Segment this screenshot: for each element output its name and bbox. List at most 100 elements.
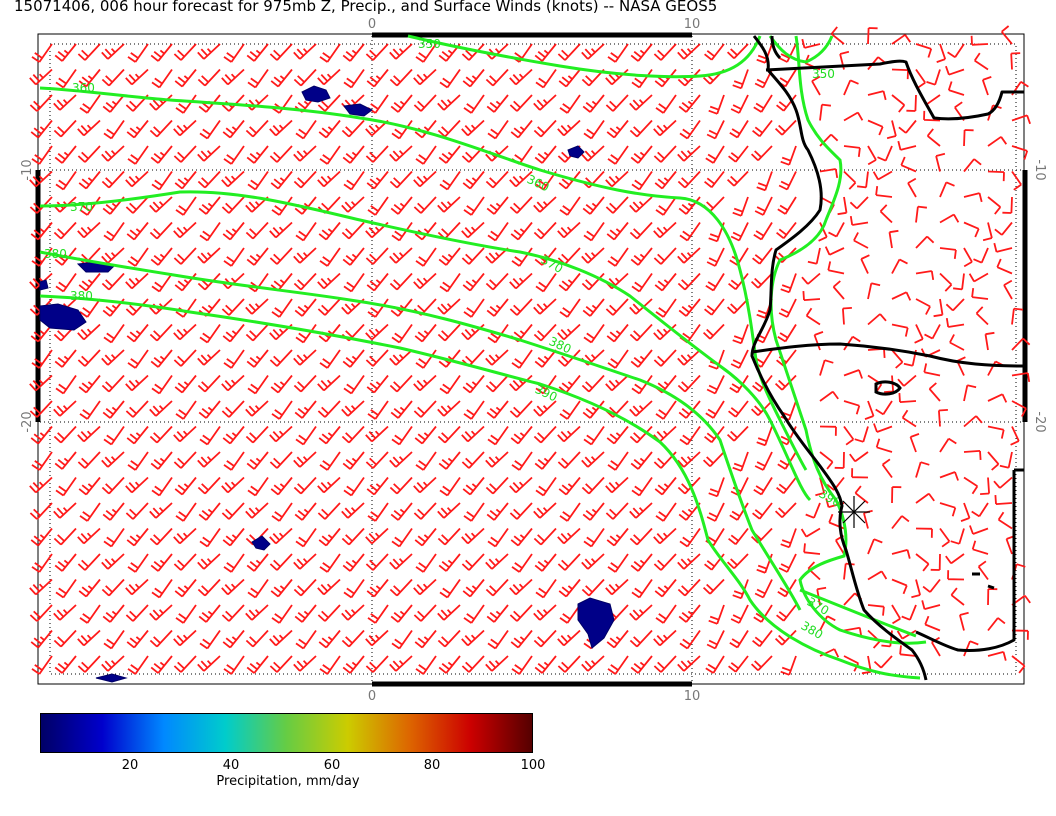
wind-barb — [151, 272, 173, 293]
wind-barb — [77, 43, 101, 61]
wind-barb — [223, 43, 245, 63]
wind-barb — [653, 527, 677, 545]
wind-barb — [774, 119, 797, 136]
wind-barb — [939, 437, 957, 453]
wind-barb — [939, 471, 959, 481]
wind-barb — [924, 615, 941, 632]
wind-barb — [607, 553, 629, 573]
wind-barb — [173, 349, 197, 367]
wind-barb — [535, 578, 557, 599]
wind-barb — [973, 52, 989, 71]
wind-barb — [581, 451, 605, 468]
wind-barb — [854, 426, 869, 443]
wind-barb — [101, 170, 125, 189]
wind-barb — [245, 221, 269, 240]
wind-barb — [317, 170, 341, 188]
wind-barb — [437, 94, 461, 111]
wind-barb — [246, 451, 269, 470]
wind-barb — [811, 75, 821, 96]
wind-barb — [101, 451, 125, 468]
wind-barb — [558, 272, 581, 292]
wind-barb — [677, 578, 701, 597]
wind-barb — [78, 68, 101, 88]
wind-barb — [921, 600, 941, 610]
wind-barb — [126, 119, 149, 139]
wind-barb — [463, 400, 485, 420]
wind-barb — [221, 604, 245, 622]
wind-barb — [533, 323, 557, 342]
wind-barb — [922, 578, 941, 593]
wind-barb — [888, 229, 899, 249]
wind-barb — [977, 560, 989, 581]
wind-barb — [295, 425, 317, 446]
wind-barb — [509, 400, 533, 418]
wind-barb — [293, 655, 317, 672]
wind-barb — [247, 476, 269, 497]
wind-barb — [558, 578, 581, 598]
wind-barb — [677, 476, 701, 495]
wind-barb — [391, 323, 413, 344]
wind-barb — [630, 349, 653, 368]
wind-barb — [439, 68, 461, 89]
wind-barb — [77, 145, 101, 163]
wind-barb — [827, 261, 845, 275]
wind-barb — [439, 476, 461, 497]
wind-barb — [583, 425, 605, 446]
wind-barb — [463, 298, 485, 318]
wind-barb — [706, 630, 725, 650]
wind-barb — [879, 204, 893, 224]
wind-barb — [391, 527, 413, 548]
wind-barb — [533, 221, 557, 240]
wind-barb — [390, 400, 413, 419]
wind-barb — [509, 298, 533, 316]
wind-barb — [704, 170, 725, 189]
wind-barb — [968, 272, 989, 283]
wind-barb — [293, 145, 317, 162]
wind-barb — [101, 553, 125, 570]
wind-barb — [726, 425, 749, 442]
contour-label: 360 — [72, 81, 95, 95]
forecast-map[interactable]: 0 10 0 10 -10 -20 -10 -20 350 360 360 37… — [0, 0, 1056, 700]
wind-barb — [293, 68, 317, 87]
wind-barb — [963, 129, 974, 147]
wind-barb — [270, 272, 293, 292]
wind-barb — [53, 527, 77, 546]
wind-barb — [54, 655, 77, 674]
wind-barb — [221, 400, 245, 418]
wind-barb — [704, 553, 725, 571]
wind-barb — [295, 323, 317, 344]
wind-barb — [981, 76, 992, 96]
wind-barb — [173, 247, 197, 265]
wind-barb — [221, 68, 245, 86]
wind-barb — [150, 247, 173, 266]
wind-barb — [295, 119, 317, 140]
wind-barb — [365, 425, 389, 443]
wind-barb — [897, 140, 917, 151]
wind-barb — [223, 145, 245, 165]
asterisk-station-icon — [838, 496, 870, 528]
wind-barb — [30, 323, 53, 343]
wind-barb — [222, 221, 245, 241]
wind-barb — [750, 400, 773, 417]
wind-barb — [391, 425, 413, 446]
wind-barb — [582, 502, 605, 521]
wind-barb — [101, 374, 125, 393]
wind-barb — [777, 324, 797, 343]
wind-barb — [53, 221, 77, 240]
wind-barb — [776, 476, 797, 495]
wind-barb — [915, 68, 926, 89]
wind-barb — [993, 476, 1013, 489]
wind-barb — [728, 400, 749, 418]
wind-barb — [365, 451, 389, 469]
wind-barb — [223, 655, 245, 675]
wind-barb — [78, 578, 101, 598]
wind-barb — [222, 119, 245, 139]
wind-barb — [245, 323, 269, 342]
wind-barb — [293, 170, 317, 189]
wind-barb — [485, 145, 509, 162]
wind-barb — [849, 215, 869, 226]
coastlines — [750, 35, 1025, 681]
wind-barb — [173, 43, 197, 61]
wind-barb — [485, 655, 509, 672]
wind-barb — [945, 298, 965, 312]
